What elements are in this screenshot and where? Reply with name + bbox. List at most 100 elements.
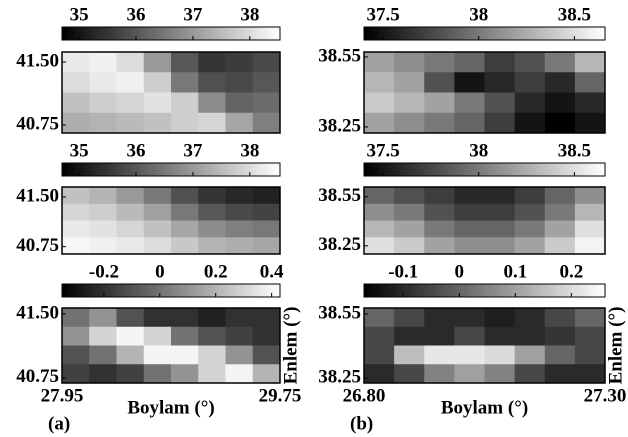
heatmap-cell [198,327,226,346]
heatmap-cell [89,327,117,346]
heatmap-cell [485,113,516,134]
heatmap-cell [515,327,546,346]
colorbar-tick-label: 0.1 [503,261,527,282]
y-tick-label: 38.55 [318,45,361,66]
heatmap-cell [226,364,254,383]
colorbar-tick-label: 35 [70,140,89,161]
heatmap-cell [454,364,485,383]
heatmap-cell [144,346,172,365]
heatmap-cell [226,204,254,221]
heatmap-cell [394,72,425,93]
heatmap-cell [364,237,395,254]
heatmap-cell [89,308,117,327]
heatmap-cell [364,113,395,134]
heatmap-cell [253,237,281,254]
colorbar-tick-label: 36 [126,140,145,161]
heatmap-cell [515,187,546,204]
colorbar [62,163,280,176]
heatmap-cell [424,346,455,365]
heatmap-cell [198,364,226,383]
heatmap-cell [253,308,281,327]
heatmap-cell [171,204,199,221]
heatmap-cell [515,113,546,134]
heatmap-cell [62,113,90,134]
colorbar [62,284,280,297]
heatmap-cell [394,237,425,254]
heatmap-cell [62,72,90,93]
heatmap-cell [253,93,281,114]
colorbar-tick-label: 38 [469,4,488,25]
y-tick-label: 41.50 [16,185,59,206]
heatmap-cell [144,237,172,254]
heatmap-cell [62,364,90,383]
heatmap-cell [117,93,145,114]
heatmap-cell [89,52,117,73]
heatmap-cell [226,113,254,134]
heatmap-cell [62,221,90,238]
heatmap-cell [198,204,226,221]
colorbar [62,27,280,40]
heatmap-cell [253,52,281,73]
heatmap-cell [575,221,606,238]
heatmap-cell [198,346,226,365]
heatmap-cell [117,204,145,221]
heatmap-cell [545,72,576,93]
heatmap-cell [575,237,606,254]
colorbar-tick-label: 37 [183,140,203,161]
heatmap-cell [545,113,576,134]
x-axis-label: Boylam (°) [441,397,528,418]
heatmap-cell [364,93,395,114]
heatmap-cell [575,72,606,93]
heatmap-cell [364,52,395,73]
heatmap-cell [62,204,90,221]
y-tick-label: 41.50 [16,50,59,71]
heatmap-cell [226,52,254,73]
heatmap-cell [454,72,485,93]
colorbar-tick-label: 38.5 [558,4,591,25]
heatmap-cell [515,308,546,327]
heatmap-cell [454,204,485,221]
heatmap-cell [171,221,199,238]
heatmap-cell [89,346,117,365]
heatmap-cell [117,364,145,383]
heatmap-cell [364,327,395,346]
heatmap-cell [89,93,117,114]
heatmap-cell [62,327,90,346]
heatmap-cell [454,327,485,346]
colorbar-tick-label: 0.2 [559,261,583,282]
heatmap-cell [424,327,455,346]
heatmap-cell [226,221,254,238]
heatmap-cell [171,72,199,93]
heatmap-cell [485,237,516,254]
heatmap-cell [253,187,281,204]
y-tick-label: 40.75 [16,235,59,256]
heatmap-cell [171,327,199,346]
colorbar-tick-label: 35 [70,4,89,25]
heatmap-cell [226,93,254,114]
y-tick-label: 38.25 [318,115,361,136]
heatmap-cell [253,327,281,346]
heatmap-cell [454,308,485,327]
heatmap-cell [117,237,145,254]
heatmap-cell [117,187,145,204]
x-tick-label: 27.95 [41,385,84,406]
heatmap-cell [394,364,425,383]
heatmap-cell [62,187,90,204]
heatmap-cell [117,72,145,93]
heatmap-cell [171,346,199,365]
heatmap-cell [253,221,281,238]
heatmap-cell [485,187,516,204]
heatmap-cell [364,72,395,93]
heatmap-cell [253,72,281,93]
heatmap-cell [575,93,606,114]
heatmap-cell [394,221,425,238]
heatmap-cell [253,204,281,221]
heatmap-cell [545,364,576,383]
heatmap-cell [89,364,117,383]
colorbar [364,163,605,176]
heatmap-cell [575,113,606,134]
heatmap-cell [171,364,199,383]
heatmap-cell [364,308,395,327]
heatmap-cell [171,113,199,134]
colorbar-tick-label: -0.2 [89,261,119,282]
